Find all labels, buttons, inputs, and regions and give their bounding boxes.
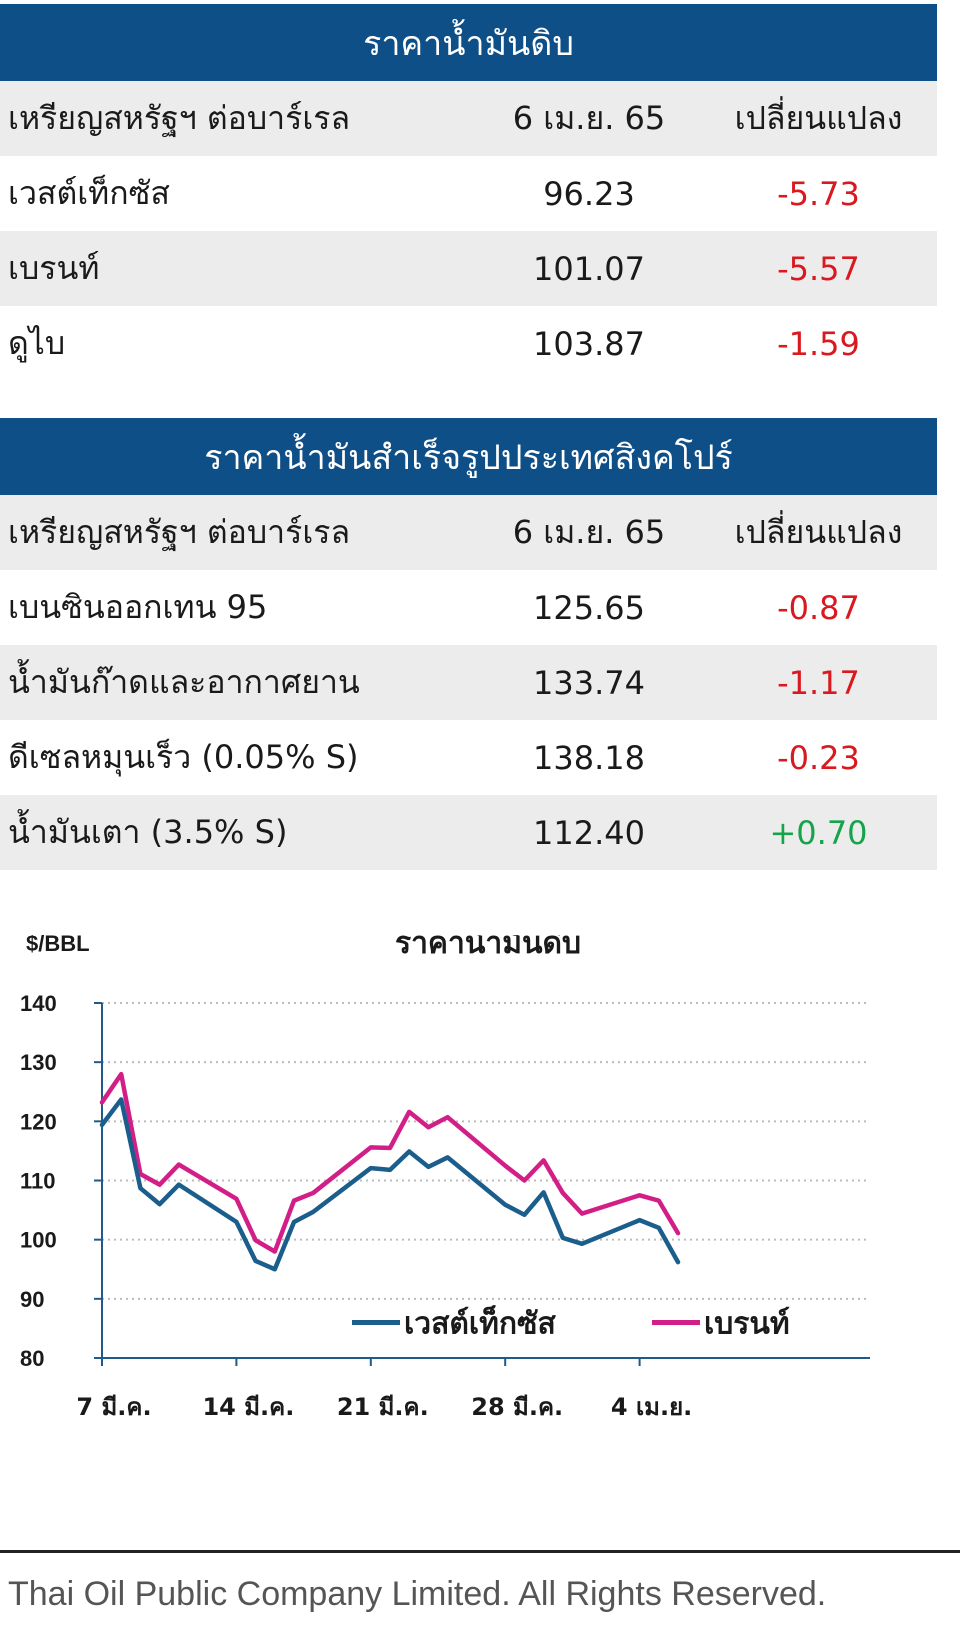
row-value: 96.23 [543,174,635,213]
x-tick-label: 28 มี.ค. [471,1393,563,1421]
table-row: เบนซินออกเทน 95 125.65 -0.87 [0,570,937,645]
row-name: เบนซินออกเทน 95 [8,588,268,626]
y-tick-label: 100 [20,1228,57,1253]
table-row: น้ำมันเตา (3.5% S) 112.40 +0.70 [0,795,937,870]
row-change: -0.87 [777,588,860,627]
legend: เวสต์เท็กซัส เบรนท์ [352,1305,790,1342]
row-change: -0.23 [777,738,860,777]
row-name: ดีเซลหมุนเร็ว (0.05% S) [8,738,359,776]
row-name: ดูไบ [8,324,66,362]
header-date: 6 เม.ย. 65 [512,513,666,551]
y-tick-label: 90 [20,1287,44,1312]
brent-series-line [99,1071,681,1254]
row-change: +0.70 [769,813,868,852]
header-unit: เหรียญสหรัฐฯ ต่อบาร์เรล [8,99,351,137]
row-name: เวสต์เท็กซัส [8,174,170,212]
x-tick-labels: 7 มี.ค. 14 มี.ค. 21 มี.ค. 28 มี.ค. 4 เม.ย. [76,1393,692,1421]
table-title: ราคาน้ำมันสำเร็จรูปประเทศสิงคโปร์ [0,418,937,495]
table-title: ราคาน้ำมันดิบ [0,4,937,81]
y-tick-label: 140 [20,991,57,1016]
grid-lines [102,1002,870,1300]
table-header-row: เหรียญสหรัฐฯ ต่อบาร์เรล 6 เม.ย. 65 เปลี่… [0,81,937,156]
legend-brent-label: เบรนท์ [704,1307,790,1342]
footer-divider [0,1550,960,1553]
header-change: เปลี่ยนแปลง [734,99,903,137]
row-value: 103.87 [533,324,645,363]
x-tick-label: 7 มี.ค. [76,1393,151,1421]
row-name: น้ำมันเตา (3.5% S) [8,813,288,851]
y-tick-label: 130 [20,1050,57,1075]
y-tick-label: 80 [20,1346,44,1371]
row-value: 101.07 [533,249,645,288]
header-date: 6 เม.ย. 65 [512,99,666,137]
table-row: เวสต์เท็กซัส 96.23 -5.73 [0,156,937,231]
table-row: ดีเซลหมุนเร็ว (0.05% S) 138.18 -0.23 [0,720,937,795]
x-tick-label: 14 มี.ค. [202,1393,294,1421]
row-name: น้ำมันก๊าดและอากาศยาน [8,663,360,701]
row-value: 133.74 [533,663,645,702]
row-value: 112.40 [533,813,645,852]
table-row: ดูไบ 103.87 -1.59 [0,306,937,381]
row-value: 138.18 [533,738,645,777]
y-tick-labels: 80 90 100 110 120 130 140 [20,991,57,1371]
footer-copyright: Thai Oil Public Company Limited. All Rig… [8,1575,827,1613]
y-tick-label: 110 [20,1169,56,1194]
y-axis-label: $/BBL [26,935,90,956]
refined-product-price-table: ราคาน้ำมันสำเร็จรูปประเทศสิงคโปร์ เหรียญ… [0,418,937,870]
row-change: -5.57 [777,249,860,288]
crude-oil-price-line-chart: $/BBL ราคาน้ำมันดิบ 8090100110120130140 … [20,935,870,1421]
row-change: -5.73 [777,174,860,213]
x-tick-label: 21 มี.ค. [337,1393,429,1421]
header-change: เปลี่ยนแปลง [734,513,903,551]
table-row: น้ำมันก๊าดและอากาศยาน 133.74 -1.17 [0,645,937,720]
chart-title: ราคาน้ำมันดิบ [395,935,581,961]
crude-oil-price-table: ราคาน้ำมันดิบ เหรียญสหรัฐฯ ต่อบาร์เรล 6 … [0,4,937,381]
header-unit: เหรียญสหรัฐฯ ต่อบาร์เรล [8,513,351,551]
row-change: -1.17 [777,663,860,702]
wti-series-line [99,1097,681,1272]
x-tick-label: 4 เม.ย. [611,1393,692,1421]
row-value: 125.65 [533,588,645,627]
legend-wti-label: เวสต์เท็กซัส [404,1305,556,1342]
y-tick-label: 120 [20,1109,57,1134]
series-lines [99,1071,681,1272]
row-name: เบรนท์ [8,249,100,287]
axes [94,1002,870,1366]
table-header-row: เหรียญสหรัฐฯ ต่อบาร์เรล 6 เม.ย. 65 เปลี่… [0,495,937,570]
row-change: -1.59 [777,324,860,363]
table-row: เบรนท์ 101.07 -5.57 [0,231,937,306]
